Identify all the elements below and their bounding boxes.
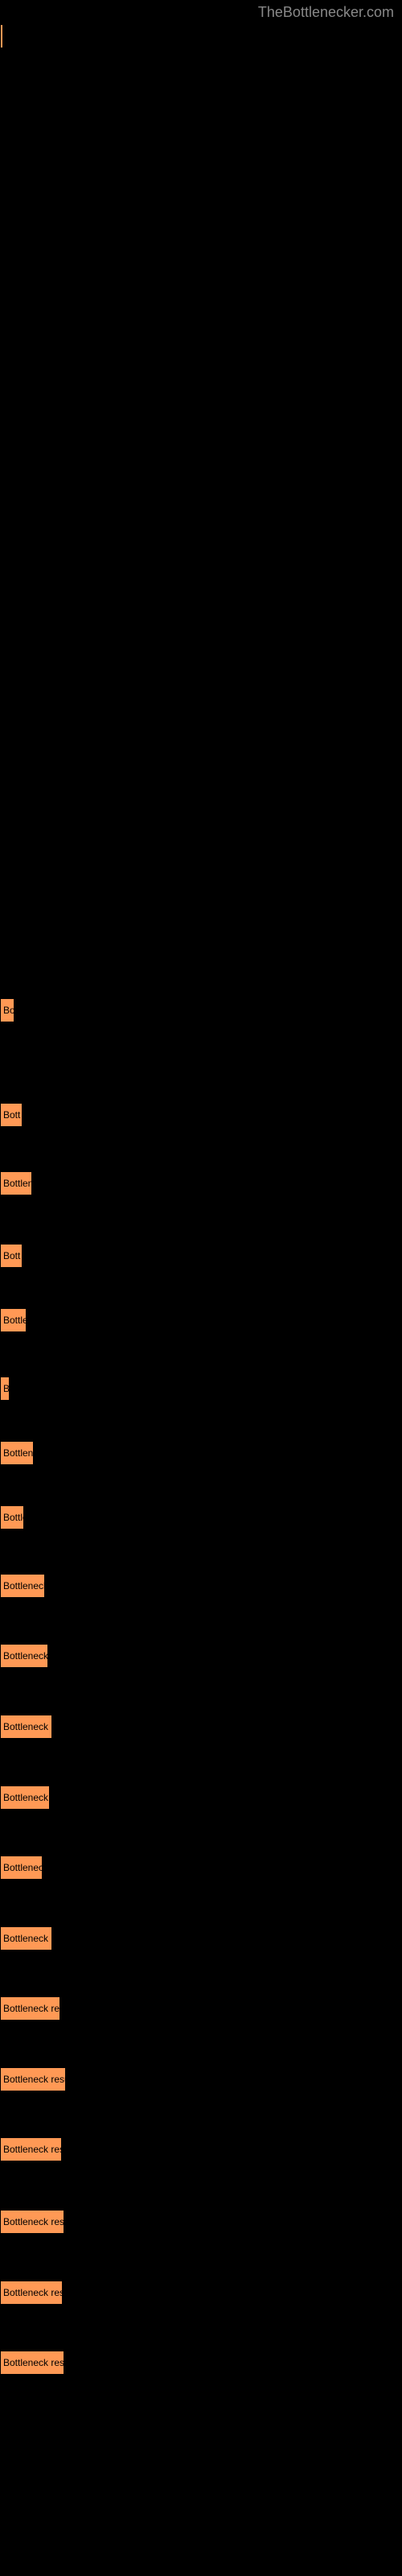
chart-bar: Bottlene (0, 1171, 32, 1195)
bar-label: Bottleneck result (3, 2357, 64, 2368)
bar-label: Bottleneck res (3, 1792, 50, 1803)
bar-group: Bottleneck result o (0, 2067, 66, 2091)
bar-label: Bottleneck (3, 1862, 43, 1873)
bar-label: B (3, 1383, 10, 1394)
bar-label: Bott (3, 1109, 20, 1121)
bar-group: Bottleneck result (0, 2281, 63, 2305)
bar-group: Bottlene (0, 1441, 34, 1465)
chart-bar: Bottleneck result (0, 2281, 63, 2305)
bar-label: Bottleneck resu (3, 1933, 52, 1944)
bar-label: Bottle (3, 1315, 27, 1326)
bar-group: Bottleneck result (0, 2137, 62, 2161)
bar-group: Bottleneck (0, 1856, 43, 1880)
chart-bar: Bottle (0, 1308, 27, 1332)
bar-group: Bo (0, 998, 14, 1022)
bar-label: Bottleneck resu (3, 1721, 52, 1732)
chart-bar: Bott (0, 1244, 23, 1268)
bar-label: Bottleneck re (3, 1580, 45, 1591)
bar-group: Bottleneck result (0, 1996, 60, 2021)
bar-label: Bott (3, 1250, 20, 1261)
bar-label: Bottle (3, 1512, 24, 1523)
chart-bar: Bottleneck (0, 1856, 43, 1880)
bar-label: Bottleneck result o (3, 2074, 66, 2085)
bar-label: Bottleneck result (3, 2287, 63, 2298)
bar-group: Bottleneck resu (0, 1715, 52, 1739)
bar-group: Bottle (0, 1505, 24, 1530)
chart-bar: Bott (0, 1103, 23, 1127)
bar-label: Bottleneck result (3, 2216, 64, 2227)
chart-bar: Bottleneck resu (0, 1926, 52, 1951)
chart-bar: B (0, 1377, 10, 1401)
bar-label: Bottlene (3, 1447, 34, 1459)
bar-group: B (0, 1377, 10, 1401)
bar-group: Bott (0, 1103, 23, 1127)
chart-bar: Bottleneck result o (0, 2067, 66, 2091)
watermark: TheBottlenecker.com (258, 4, 394, 21)
chart-bar: Bottleneck result (0, 1996, 60, 2021)
bar-label: Bottleneck result (3, 2144, 62, 2155)
chart-bar: Bottleneck result (0, 2210, 64, 2234)
bar-label: Bottlene (3, 1178, 32, 1189)
chart-bar: Bottlene (0, 1441, 34, 1465)
bar-label: Bottleneck res (3, 1650, 48, 1662)
chart-bar: Bottleneck resu (0, 1715, 52, 1739)
bar-group: Bott (0, 1244, 23, 1268)
bar-group: Bottleneck re (0, 1574, 45, 1598)
bar-label: Bottleneck result (3, 2003, 60, 2014)
bar-group: Bottleneck result (0, 2210, 64, 2234)
bar-group: Bottle (0, 1308, 27, 1332)
bar-group: Bottleneck resu (0, 1926, 52, 1951)
top-small-bar (0, 24, 3, 48)
chart-bar: Bottleneck res (0, 1785, 50, 1810)
chart-bar: Bottleneck result (0, 2351, 64, 2375)
chart-bar: Bottleneck result (0, 2137, 62, 2161)
chart-bar: Bottle (0, 1505, 24, 1530)
chart-bar: Bo (0, 998, 14, 1022)
chart-bar: Bottleneck re (0, 1574, 45, 1598)
bar-group: Bottleneck res (0, 1785, 50, 1810)
bar-group: Bottlene (0, 1171, 32, 1195)
bar-group: Bottleneck result (0, 2351, 64, 2375)
chart-bar: Bottleneck res (0, 1644, 48, 1668)
bar-group: Bottleneck res (0, 1644, 48, 1668)
bar-label: Bo (3, 1005, 14, 1016)
